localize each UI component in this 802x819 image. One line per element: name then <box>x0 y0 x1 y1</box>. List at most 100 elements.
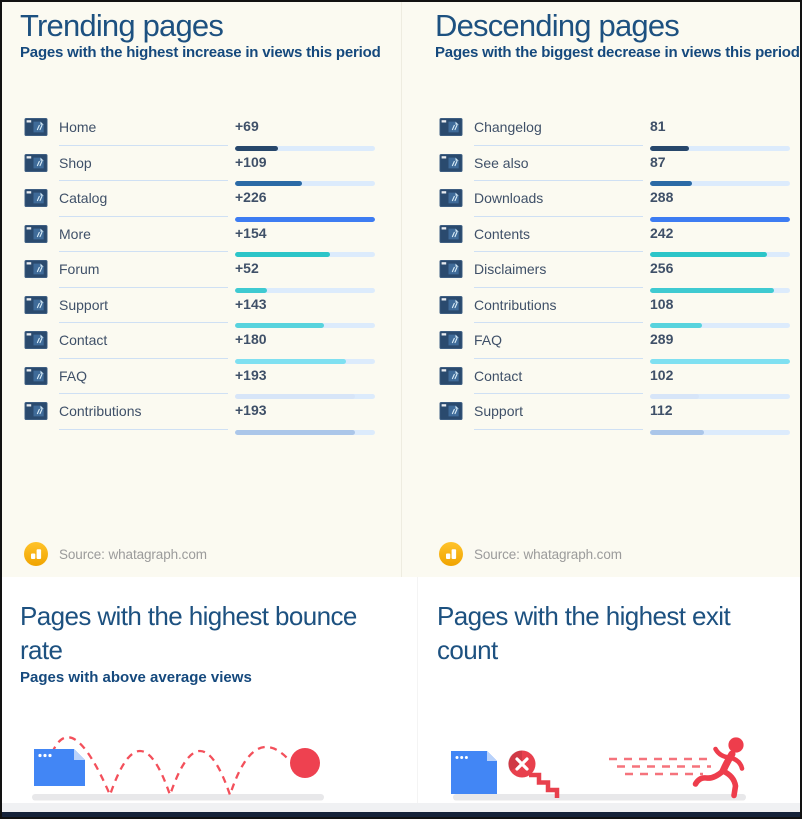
bar-track <box>235 181 375 186</box>
page-value: +109 <box>235 153 267 170</box>
row-divider-line <box>59 428 228 430</box>
bar-track <box>650 252 790 257</box>
table-row: Changelog 81 <box>417 112 800 151</box>
source-row: Source: whatagraph.com <box>24 542 207 566</box>
bar-track <box>650 145 790 151</box>
browser-window-icon <box>451 751 497 794</box>
bar-track <box>235 394 375 399</box>
page-icon <box>24 295 48 314</box>
descending-pages-panel: Descending pages Pages with the biggest … <box>417 2 800 577</box>
table-row: Contributions +193 <box>2 396 401 435</box>
page-value: 288 <box>650 189 674 205</box>
table-row: Shop +109 <box>2 148 401 186</box>
page-icon <box>439 189 463 207</box>
bounce-ball-icon <box>290 748 320 778</box>
bar-fill <box>235 216 375 222</box>
bar-track <box>650 287 790 293</box>
x-glyph <box>515 757 529 771</box>
table-row: Contact 102 <box>417 361 800 399</box>
page-icon <box>24 260 48 278</box>
page-icon <box>24 402 48 420</box>
bar-track <box>235 145 375 151</box>
page-value: 81 <box>650 118 666 134</box>
footer-accent-bar <box>2 812 800 817</box>
page-icon <box>24 331 48 349</box>
ground-bar <box>453 794 746 801</box>
page-label: Support <box>59 296 109 313</box>
table-row: More +154 <box>2 219 401 257</box>
bar-fill <box>235 394 355 399</box>
stairs-icon <box>529 772 560 798</box>
page-label: Contributions <box>59 403 142 419</box>
panel-subtitle: Pages with above average views <box>20 669 252 686</box>
bar-track <box>235 429 375 435</box>
page-value: 256 <box>650 260 674 276</box>
page-value: +193 <box>235 402 267 418</box>
page-icon <box>439 224 463 243</box>
row-divider-line <box>59 322 228 323</box>
row-divider-line <box>474 357 643 359</box>
bar-track <box>235 323 375 328</box>
page-title: Pages with the highest bounce rate <box>20 601 357 665</box>
page-label: Contributions <box>474 296 557 313</box>
bar-fill <box>235 287 268 293</box>
bar-track <box>235 358 375 364</box>
page-label: FAQ <box>474 332 503 348</box>
page-value: +226 <box>235 189 267 205</box>
table-row: Contact +180 <box>2 325 401 364</box>
row-divider-line <box>59 215 228 217</box>
row-divider-line <box>474 322 643 323</box>
runner-icon <box>692 737 745 799</box>
browser-window-icon <box>34 749 85 786</box>
bar-fill <box>650 145 690 151</box>
row-divider-line <box>474 215 643 217</box>
row-divider-line <box>59 144 228 146</box>
page-title: Pages with the highest exit count <box>437 601 731 665</box>
bar-fill <box>650 287 775 293</box>
page-label: Forum <box>59 261 100 277</box>
bar-track <box>650 358 790 364</box>
page-value: 289 <box>650 331 674 347</box>
page-title: Trending pages <box>20 8 224 43</box>
bar-fill <box>650 181 693 186</box>
row-divider-line <box>474 286 643 288</box>
page-icon <box>439 153 463 172</box>
bar-track <box>650 429 790 435</box>
window-dot <box>43 753 47 758</box>
page-label: Support <box>474 403 524 419</box>
page-label: Shop <box>59 154 92 171</box>
row-divider-line <box>59 180 228 181</box>
panel-subtitle: Pages with the highest increase in views… <box>20 44 381 61</box>
bar-fill <box>235 429 355 435</box>
table-row: Contents 242 <box>417 219 800 257</box>
row-divider-line <box>474 393 643 394</box>
table-row: FAQ +193 <box>2 361 401 399</box>
page-value: +143 <box>235 295 267 312</box>
window-dot <box>464 756 468 759</box>
page-value: 102 <box>650 366 674 383</box>
panel-subtitle: Pages with the biggest decrease in views… <box>435 44 800 61</box>
page-icon <box>439 402 463 420</box>
page-label: FAQ <box>59 367 88 384</box>
bar-fill <box>235 181 303 186</box>
page-fold-corner <box>487 751 497 761</box>
page-value: +180 <box>235 331 267 347</box>
window-dot <box>460 756 464 759</box>
page-icon <box>24 118 48 136</box>
row-divider-line <box>59 286 228 288</box>
page-title: Descending pages <box>435 8 680 43</box>
trending-rows: Home +69 Shop +109 Cat <box>2 112 401 435</box>
page-label: Catalog <box>59 190 108 206</box>
source-label: Source: whatagraph.com <box>474 546 622 562</box>
page-label: Home <box>59 119 97 135</box>
bounce-rate-panel: Pages with the highest bounce rate Pages… <box>2 577 417 803</box>
panel-divider <box>401 2 402 577</box>
trending-pages-panel: Trending pages Pages with the highest in… <box>2 2 401 577</box>
row-divider-line <box>474 428 643 430</box>
bounce-illustration <box>32 736 324 801</box>
table-row: Support 112 <box>417 396 800 435</box>
page-value: 108 <box>650 295 674 312</box>
page-icon <box>439 331 463 349</box>
whatagraph-logo-icon <box>24 542 48 566</box>
